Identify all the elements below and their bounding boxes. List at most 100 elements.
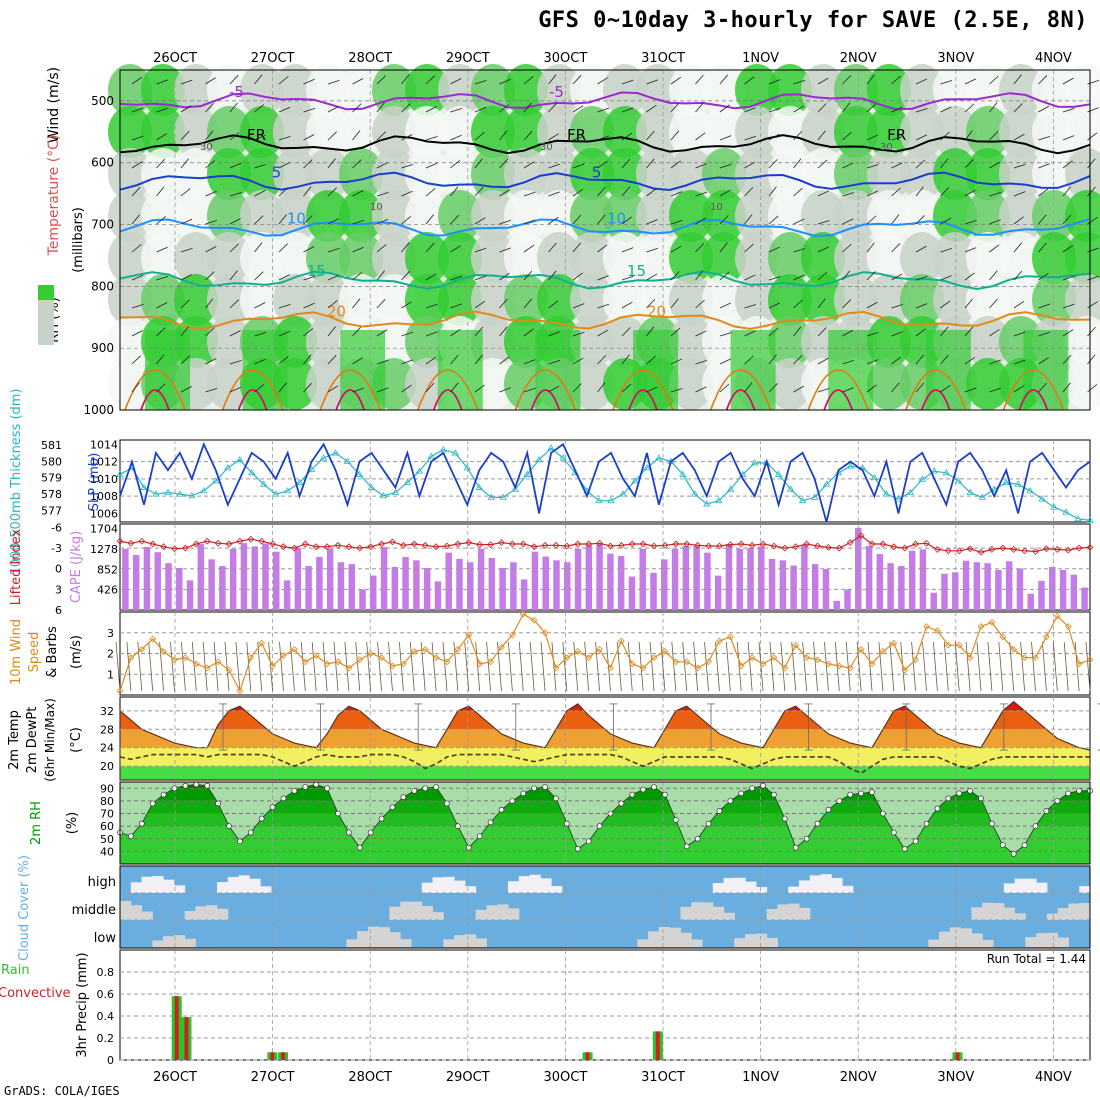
wind-barb	[866, 74, 875, 85]
cape-bar	[887, 563, 894, 610]
wind-barb	[1087, 216, 1098, 225]
wind-barb	[442, 641, 448, 692]
wind-barb	[376, 192, 389, 197]
wind-speed-point	[912, 656, 920, 664]
wind-barb	[842, 270, 851, 281]
rh-contour-label: 30	[540, 142, 553, 153]
wind-barb	[1038, 303, 1050, 309]
rh-point	[378, 815, 385, 822]
cloud-cover-cell	[831, 877, 843, 893]
wind-barb	[842, 329, 854, 337]
wind-barb	[989, 75, 999, 85]
thickness-point	[1074, 514, 1082, 522]
isotherm-line	[119, 171, 1091, 192]
isotherm-label: -5	[549, 83, 564, 101]
cloud-cover-cell	[766, 937, 778, 947]
cape-bar	[682, 545, 690, 610]
wind-barb	[278, 162, 290, 169]
wind-barb	[499, 219, 511, 225]
wind-barb	[254, 74, 263, 85]
wind-barb	[670, 76, 682, 85]
cape-bar	[326, 548, 334, 610]
wind-barb	[793, 355, 803, 365]
cloud-cover-cell	[152, 940, 164, 947]
lifted-index-point	[999, 544, 1007, 552]
rh-shading-cell	[141, 190, 185, 242]
wind-barb	[845, 641, 851, 692]
wind-barb	[747, 641, 753, 692]
wind-barb	[131, 186, 141, 197]
wind-barb	[229, 218, 241, 225]
rh-point	[476, 833, 483, 840]
cloud-cover-cell	[389, 932, 401, 947]
wind-barb	[401, 242, 410, 253]
thickness-point	[1086, 516, 1094, 523]
isotherm-30-arc	[823, 389, 854, 411]
wind-barb	[450, 108, 463, 113]
cloud-cover-cell	[1057, 937, 1069, 947]
precip-tick-label: 0	[107, 1054, 114, 1067]
wind-barb	[878, 641, 884, 692]
wind-barb	[915, 354, 924, 365]
rh-band	[120, 826, 1090, 864]
rh-shading-cell	[174, 274, 218, 326]
wind-barb	[768, 159, 778, 169]
cape-bar	[564, 562, 571, 610]
cloud-cover-cell	[184, 938, 196, 947]
thickness-point	[559, 454, 567, 461]
cloud-cover-cell	[745, 881, 757, 893]
rh-point	[847, 791, 854, 798]
rh-shading-cell	[339, 64, 383, 116]
wind-barb	[376, 359, 389, 365]
wind-speed-point	[999, 633, 1007, 641]
precip-tick-label: 0.8	[97, 966, 115, 979]
wind-barb	[646, 386, 658, 393]
wind-barb	[670, 298, 679, 309]
wind-barb	[352, 103, 362, 113]
thickness-point	[116, 470, 124, 477]
cape-bar	[973, 562, 981, 610]
rh-shading-cell	[1065, 190, 1100, 242]
rh-point	[683, 843, 690, 850]
cloud-cover-cell	[508, 908, 520, 920]
wind-barb	[719, 104, 730, 113]
wind-barb	[529, 641, 535, 692]
wind-barb	[621, 247, 634, 253]
isotherm-label: 10	[607, 210, 626, 228]
rh-shading-cell	[966, 358, 1010, 410]
rh-contour-label: 30	[880, 142, 893, 153]
cape-bar	[229, 548, 237, 610]
wind-barb	[333, 641, 339, 692]
rh-shading-cell	[141, 274, 185, 326]
rh-shading-cell	[372, 148, 416, 200]
wind-speed-point	[389, 662, 396, 670]
temperature-tick-label: 28	[100, 723, 114, 736]
wind-speed-point	[835, 662, 843, 670]
thickness-point	[523, 470, 531, 477]
rh-point	[869, 789, 875, 795]
wind-speed-point	[792, 641, 800, 649]
wind-barb	[866, 331, 879, 337]
wind-barb	[352, 272, 363, 281]
rh-tick-label: 50	[100, 833, 114, 846]
wind-barb	[450, 160, 461, 169]
wind-barb	[817, 103, 827, 113]
wind-barb	[817, 220, 830, 225]
rh-point	[542, 784, 548, 790]
wind-barb	[768, 327, 779, 337]
wind-barb	[377, 641, 382, 692]
lifted-index-point	[912, 540, 920, 548]
wind-barb	[401, 190, 413, 197]
rh-shading-cell	[405, 190, 449, 242]
wind-barb	[646, 188, 657, 197]
isotherm-30-arc	[920, 389, 951, 411]
rh-shading-cell	[966, 64, 1010, 116]
wind-barb	[180, 355, 190, 365]
wind-barb	[1020, 641, 1026, 692]
rh-point	[781, 815, 788, 822]
wind-barb	[450, 78, 462, 85]
rh-point	[553, 795, 559, 802]
cape-bar	[553, 560, 560, 610]
wind-barb	[719, 163, 732, 169]
cloud-cover-cell	[475, 938, 487, 947]
